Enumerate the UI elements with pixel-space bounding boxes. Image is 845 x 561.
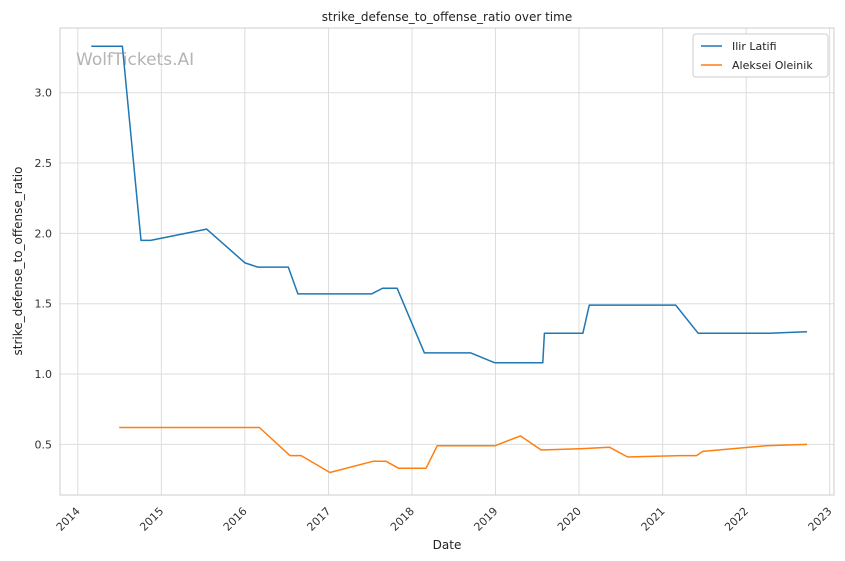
legend: Ilir Latifi Aleksei Oleinik xyxy=(692,33,829,78)
legend-label-aleksei-oleinik: Aleksei Oleinik xyxy=(732,59,813,72)
x-tick-label: 2017 xyxy=(304,505,333,534)
y-tick-label: 0.5 xyxy=(35,438,53,451)
y-tick-label: 1.0 xyxy=(35,368,53,381)
x-axis-title: Date xyxy=(433,538,462,552)
x-tick-label: 2021 xyxy=(639,505,668,534)
y-axis-ticks: 0.5 1.0 1.5 2.0 2.5 3.0 xyxy=(35,87,53,452)
legend-label-ilir-latifi: Ilir Latifi xyxy=(732,40,777,53)
x-tick-label: 2023 xyxy=(806,505,835,534)
y-tick-label: 2.5 xyxy=(35,157,53,170)
chart-title: strike_defense_to_offense_ratio over tim… xyxy=(322,10,572,24)
x-axis-ticks: 2014 2015 2016 2017 2018 2019 2020 2021 2022 2023 xyxy=(54,505,835,534)
plot-frame xyxy=(59,27,835,496)
y-tick-label: 3.0 xyxy=(35,87,53,100)
series-lines xyxy=(91,45,808,474)
grid xyxy=(60,28,834,495)
y-tick-label: 1.5 xyxy=(35,298,53,311)
x-tick-label: 2015 xyxy=(137,505,166,534)
plot-background xyxy=(60,28,834,495)
series-line-aleksei-oleinik xyxy=(119,426,808,474)
x-tick-label: 2014 xyxy=(54,505,83,534)
x-tick-label: 2019 xyxy=(471,505,500,534)
series-line-ilir-latifi xyxy=(91,45,808,364)
legend-box xyxy=(692,33,829,78)
y-axis-title: strike_defense_to_offense_ratio xyxy=(11,167,25,356)
watermark: WolfTickets.AI xyxy=(76,50,194,70)
x-tick-label: 2018 xyxy=(388,505,417,534)
x-tick-label: 2020 xyxy=(555,505,584,534)
y-tick-label: 2.0 xyxy=(35,227,53,240)
x-tick-label: 2016 xyxy=(221,505,250,534)
x-tick-label: 2022 xyxy=(722,505,751,534)
